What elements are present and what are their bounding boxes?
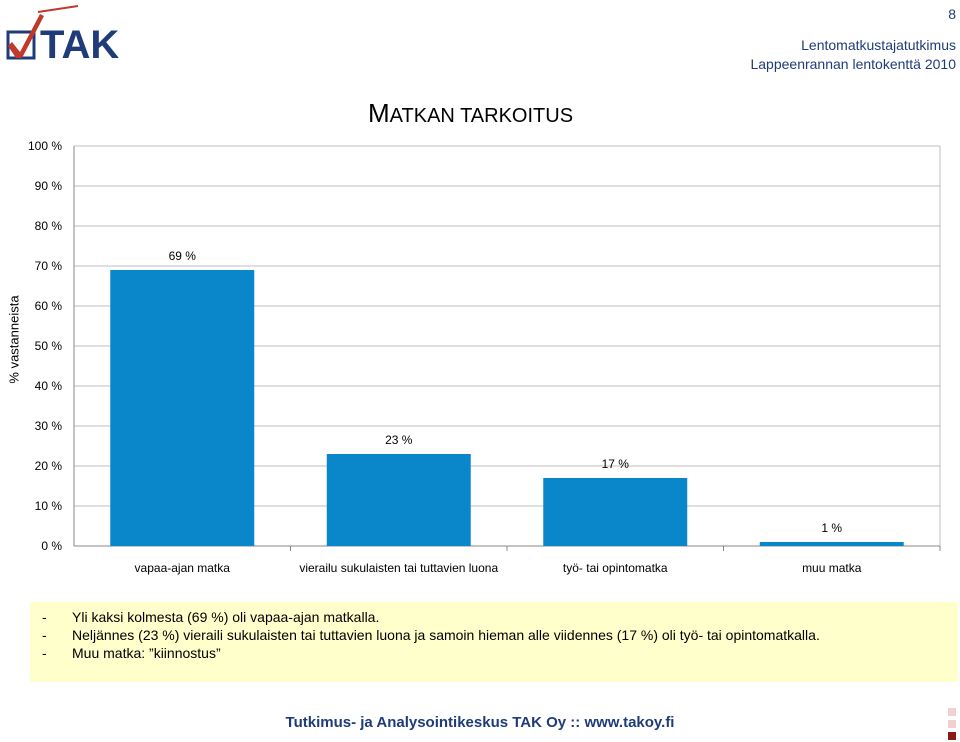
- org-line-2: Lappeenrannan lentokenttä 2010: [750, 56, 956, 72]
- note-dash: -: [42, 645, 47, 661]
- note-line: - Muu matka: ”kiinnostus”: [30, 644, 958, 662]
- logo-swoosh: [37, 5, 79, 13]
- bar: [110, 270, 255, 546]
- y-tick-label: 80 %: [35, 219, 63, 233]
- bar: [759, 542, 904, 546]
- note-line: - Yli kaksi kolmesta (69 %) oli vapaa-aja…: [30, 608, 958, 626]
- y-tick-label: 60 %: [35, 299, 63, 313]
- bar: [543, 478, 688, 546]
- y-tick-label: 0 %: [41, 539, 62, 553]
- bar: [326, 454, 471, 546]
- notes-box: - Yli kaksi kolmesta (69 %) oli vapaa-aja…: [30, 602, 958, 682]
- org-line-1: Lentomatkustajatutkimus: [801, 37, 956, 53]
- data-label: 1 %: [821, 521, 842, 535]
- chart-title: MATKAN TARKOITUS: [368, 98, 573, 129]
- y-tick-label: 30 %: [35, 419, 63, 433]
- x-tick-label: muu matka: [802, 561, 862, 575]
- note-dash: -: [42, 627, 47, 643]
- y-tick-label: 90 %: [35, 179, 63, 193]
- footer-text: Tutkimus- ja Analysointikeskus TAK Oy ::…: [285, 714, 675, 731]
- logo-checkmark: [8, 14, 44, 58]
- note-text: Yli kaksi kolmesta (69 %) oli vapaa-ajan…: [72, 609, 380, 625]
- corner-squares: [948, 704, 958, 740]
- y-tick-label: 100 %: [28, 139, 62, 153]
- org-header: Lentomatkustajatutkimus Lappeenrannan le…: [750, 36, 956, 74]
- note-text: Muu matka: ”kiinnostus”: [72, 645, 221, 661]
- chart-title-cap: M: [368, 98, 390, 128]
- note-text: Neljännes (23 %) vieraili sukulaisten ta…: [72, 627, 820, 643]
- y-tick-label: 50 %: [35, 339, 63, 353]
- note-line: - Neljännes (23 %) vieraili sukulaisten t…: [30, 626, 958, 644]
- y-tick-label: 20 %: [35, 459, 63, 473]
- y-tick-label: 70 %: [35, 259, 63, 273]
- page-number: 8: [948, 6, 956, 22]
- y-tick-label: 40 %: [35, 379, 63, 393]
- data-label: 17 %: [602, 457, 630, 471]
- corner-square: [948, 732, 956, 740]
- data-label: 69 %: [169, 249, 197, 263]
- x-tick-label: vapaa-ajan matka: [135, 561, 231, 575]
- x-tick-label: vierailu sukulaisten tai tuttavien luona: [299, 561, 498, 575]
- note-dash: -: [42, 609, 47, 625]
- data-label: 23 %: [385, 433, 413, 447]
- y-tick-label: 10 %: [35, 499, 63, 513]
- x-tick-label: työ- tai opintomatka: [563, 561, 668, 575]
- corner-square: [948, 720, 956, 728]
- tak-logo: TAK: [6, 5, 119, 62]
- logo-text: TAK: [40, 23, 119, 62]
- corner-square: [948, 708, 956, 716]
- chart-title-rest: ATKAN TARKOITUS: [389, 105, 574, 127]
- bar-chart: 0 % 10 % 20 % 30 % 40 % 50 % 60 % 70 % 80 % 90 % 1…: [28, 139, 941, 575]
